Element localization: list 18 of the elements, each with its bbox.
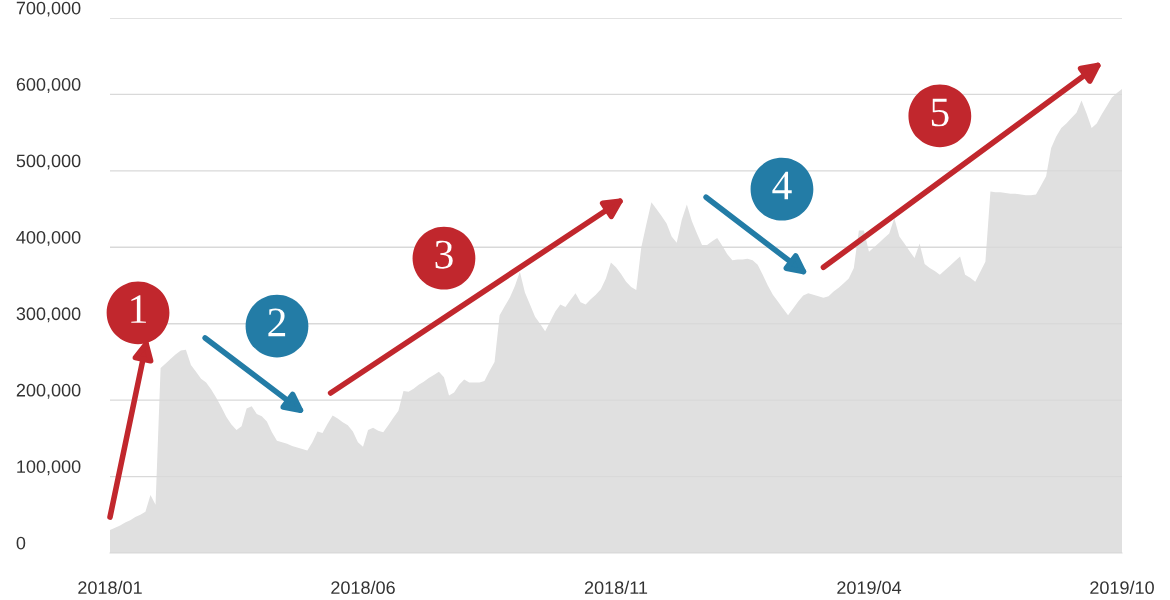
annotation: 5 — [931, 98, 949, 127]
y-tick-label: 100,000 — [17, 460, 81, 476]
y-tick-label: 400,000 — [16, 230, 81, 246]
y-tick-label: 0 — [16, 536, 26, 550]
x-tick-label: 2019/10 — [1090, 580, 1154, 595]
y-tick-label: 600,000 — [16, 78, 81, 93]
x-tick-label: 2018/01 — [78, 580, 142, 595]
annotation: 2 — [268, 308, 286, 337]
x-tick-label: 2019/04 — [837, 580, 902, 595]
annotation: 4 — [772, 171, 792, 200]
y-tick-label: 700,000 — [16, 1, 81, 17]
annotation: 3 — [435, 240, 453, 269]
annotation: 1 — [131, 295, 146, 323]
y-tick-label: 500,000 — [16, 154, 81, 170]
y-tick-label: 300,000 — [16, 307, 81, 323]
y-tick-label: 200,000 — [16, 383, 81, 399]
x-tick-label: 2018/06 — [331, 580, 395, 595]
x-tick-label: 2018/11 — [584, 580, 648, 595]
